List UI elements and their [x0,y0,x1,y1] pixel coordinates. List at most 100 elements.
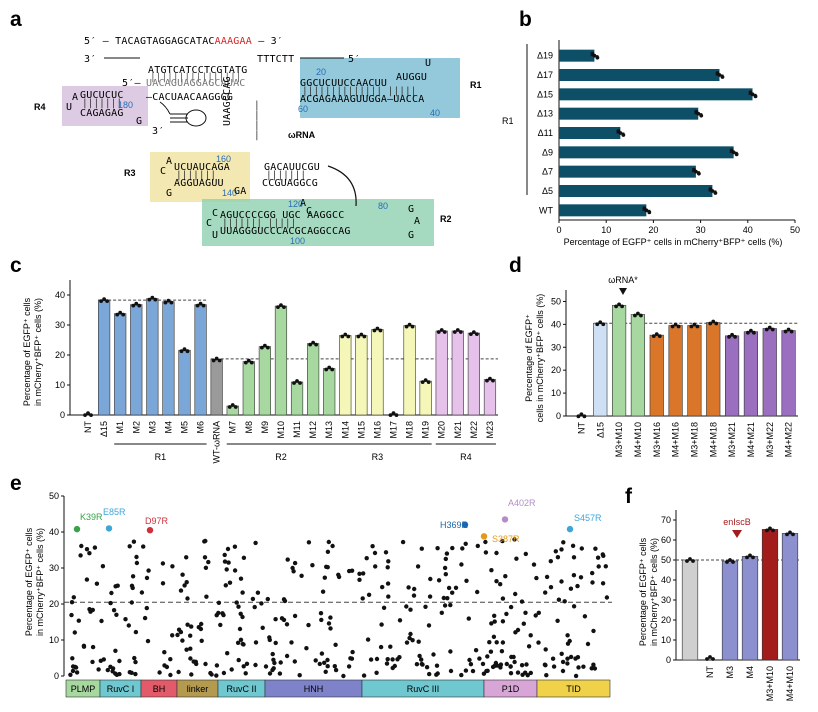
panel-e-point [475,589,480,595]
panel-c-category-label: M18 [405,421,415,439]
panel-c-point [394,413,399,417]
R2-loop-C1: C [212,208,218,219]
R3-A: A [166,156,172,167]
panel-e-point [263,664,269,669]
panel-d-category-label: M3+M22 [765,422,775,457]
panel-f-point [691,559,695,563]
panel-e-point [284,653,290,659]
panel-e-point [383,550,389,555]
panel-e-point [475,543,480,549]
panel-c-point [195,303,200,308]
panel-b-point [595,55,600,60]
panel-b-xtick-label: 10 [601,225,611,235]
panel-c-bar [307,343,320,416]
panel-b-point [592,53,597,58]
panel-e-point [292,560,298,566]
panel-d-bar [630,314,645,417]
panel-c-category-label: M10 [276,421,286,439]
panel-e-chart: Percentage of EGFP⁺ cells in mCherry⁺BFP… [24,491,612,698]
target-dna-top: 5′ — TACAGTAGGAGCATACAAAGAA — 3′ [84,36,283,47]
panel-c-point [458,330,463,334]
panel-c-bar [242,361,255,416]
stem-ticks-2: | [254,110,260,121]
panel-e-point [379,622,384,627]
panel-e-point [70,656,75,661]
panel-e-point [185,596,190,601]
panel-e-point [459,672,464,678]
panel-e-point [79,543,84,549]
panel-c-category-label: M23 [485,421,495,439]
panel-c-point [436,330,441,334]
panel-c-point [282,305,286,309]
panel-b-bar [559,69,720,81]
panel-e-point [101,657,107,662]
panel-e-point [553,549,558,554]
panel-c-point [276,305,280,309]
panel-c-point [99,299,104,303]
panel-e-point [221,670,227,676]
panel-e-point [559,547,564,552]
panel-e-point [442,603,448,608]
panel-c-point [311,340,316,345]
panel-e-point [395,657,400,662]
panel-d-point [639,313,643,318]
panel-c-point [115,312,120,317]
panel-e-point [222,559,228,564]
panel-e-point [271,666,276,671]
panel-c-point [295,379,299,383]
panel-e-ytick-label: 30 [49,563,59,573]
panel-e-point [493,660,499,666]
panel-b-point [696,171,701,176]
panel-e-ytick-label: 20 [49,599,59,609]
panel-e-point [196,625,201,630]
panel-e-point [512,537,517,542]
panel-c-point [211,358,216,363]
panel-c-category-label: M3 [147,421,157,434]
panel-d-point [692,322,697,327]
panel-f-point [731,560,735,564]
panel-e-point [378,644,384,650]
panel-e-point [184,580,189,585]
panel-d-category-label: M3+M18 [689,422,699,457]
panel-e-point [130,585,135,591]
panel-b-point [731,150,736,155]
panel-e-point [576,665,581,670]
panel-d-point [617,302,621,307]
R1-label: R1 [470,80,482,90]
R3-num-140: 140 [222,188,237,198]
panel-f-annotation: enIscB [723,517,751,527]
panel-e-point [70,668,76,674]
panel-e-point [236,604,241,609]
panel-c-point [404,324,409,329]
panel-e-point [322,575,327,580]
panel-e-point [494,579,499,584]
panel-e-point [292,613,298,619]
panel-d-point [749,328,753,333]
panel-b-xtick-label: 30 [696,225,706,235]
panel-e-point [581,664,586,669]
R2-bottom: UUAGGGUCCCACGCAGGCCAG [220,226,351,237]
panel-e-point [550,656,556,661]
panel-e-ytick-label: 0 [54,671,59,681]
panel-e-point [225,651,230,656]
panel-c-group-label: R4 [460,452,472,462]
panel-e-point [185,622,190,627]
panel-e-point [459,562,464,567]
panel-e-point [164,664,170,670]
panel-c-category-label: M5 [180,421,190,434]
panel-e-point [206,559,211,565]
panel-e-point [434,663,440,668]
panel-e-point [596,564,601,569]
panel-e-point [533,613,538,618]
panel-e-point [304,646,309,651]
panel-d-category-label: M4+M21 [746,422,756,457]
panel-e-point [417,653,422,659]
panel-c-category-label: WT-ωRNA [212,421,222,464]
panel-b-point [750,92,755,97]
R4-top: GUCUCUC [80,90,124,101]
panel-e-point [74,670,80,675]
stem-ticks-4: | [254,130,260,141]
panel-f-point [685,559,689,563]
panel-e-point [229,667,234,672]
panel-e-point [278,660,283,665]
